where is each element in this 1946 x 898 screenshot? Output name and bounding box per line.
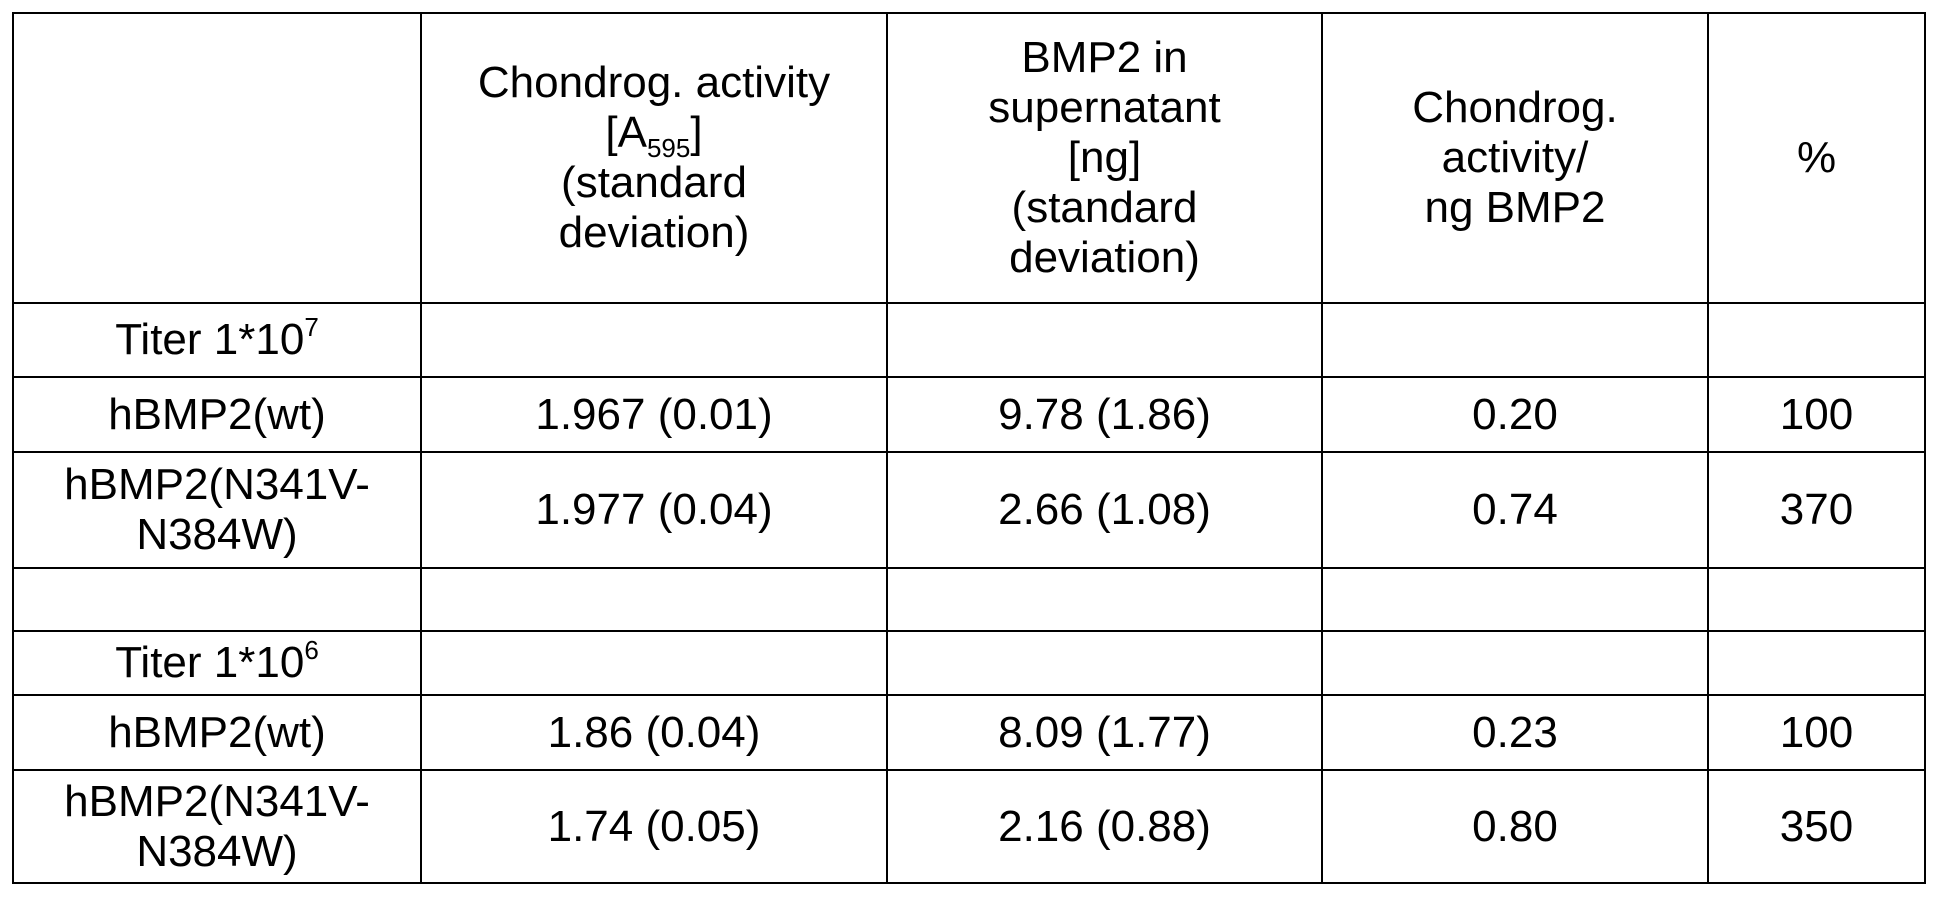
header-chondrog-activity-unit-prefix: [A bbox=[605, 108, 647, 157]
ratio-cell: 0.23 bbox=[1322, 695, 1708, 770]
bmp2-cell: 2.16 (0.88) bbox=[887, 770, 1322, 883]
header-chondrog-activity-line1: Chondrog. activity bbox=[478, 58, 830, 107]
table-row: hBMP2(wt) 1.967 (0.01) 9.78 (1.86) 0.20 … bbox=[13, 377, 1925, 452]
empty-cell bbox=[887, 631, 1322, 695]
empty-cell bbox=[1322, 568, 1708, 631]
results-table: Chondrog. activity [A595] (standard devi… bbox=[12, 12, 1926, 884]
spacer-row bbox=[13, 568, 1925, 631]
percent-cell: 100 bbox=[1708, 377, 1925, 452]
table-row: hBMP2(wt) 1.86 (0.04) 8.09 (1.77) 0.23 1… bbox=[13, 695, 1925, 770]
percent-cell: 370 bbox=[1708, 452, 1925, 568]
header-bmp2-supernatant: BMP2 in supernatant [ng] (standard devia… bbox=[887, 13, 1322, 303]
titer-label-text: Titer 1*10 bbox=[115, 315, 304, 364]
header-chondrog-activity-unit-suffix: ] bbox=[690, 108, 702, 157]
titer-label: Titer 1*107 bbox=[13, 303, 421, 377]
header-empty-cell bbox=[13, 13, 421, 303]
percent-cell: 100 bbox=[1708, 695, 1925, 770]
empty-cell bbox=[887, 303, 1322, 377]
header-percent: % bbox=[1708, 13, 1925, 303]
table-row: hBMP2(N341V- N384W) 1.977 (0.04) 2.66 (1… bbox=[13, 452, 1925, 568]
header-chondrog-activity-line3: (standard bbox=[561, 158, 747, 207]
empty-cell bbox=[887, 568, 1322, 631]
row-label: hBMP2(N341V- N384W) bbox=[13, 770, 421, 883]
percent-cell: 350 bbox=[1708, 770, 1925, 883]
titer-exponent: 7 bbox=[304, 312, 318, 342]
empty-cell bbox=[421, 631, 887, 695]
empty-cell bbox=[1322, 631, 1708, 695]
bmp2-cell: 2.66 (1.08) bbox=[887, 452, 1322, 568]
activity-cell: 1.86 (0.04) bbox=[421, 695, 887, 770]
empty-cell bbox=[421, 568, 887, 631]
header-row: Chondrog. activity [A595] (standard devi… bbox=[13, 13, 1925, 303]
row-label: hBMP2(N341V- N384W) bbox=[13, 452, 421, 568]
bmp2-cell: 9.78 (1.86) bbox=[887, 377, 1322, 452]
empty-cell bbox=[1708, 568, 1925, 631]
ratio-cell: 0.74 bbox=[1322, 452, 1708, 568]
activity-cell: 1.74 (0.05) bbox=[421, 770, 887, 883]
header-chondrog-activity-line4: deviation) bbox=[559, 208, 750, 257]
empty-cell bbox=[1708, 303, 1925, 377]
empty-cell bbox=[421, 303, 887, 377]
table-row: hBMP2(N341V- N384W) 1.74 (0.05) 2.16 (0.… bbox=[13, 770, 1925, 883]
titer-exponent: 6 bbox=[304, 635, 318, 665]
titer-label-text: Titer 1*10 bbox=[115, 638, 304, 687]
activity-cell: 1.967 (0.01) bbox=[421, 377, 887, 452]
ratio-cell: 0.20 bbox=[1322, 377, 1708, 452]
empty-cell bbox=[13, 568, 421, 631]
row-label: hBMP2(wt) bbox=[13, 377, 421, 452]
ratio-cell: 0.80 bbox=[1322, 770, 1708, 883]
header-activity-per-ng: Chondrog. activity/ ng BMP2 bbox=[1322, 13, 1708, 303]
titer-row: Titer 1*107 bbox=[13, 303, 1925, 377]
titer-label: Titer 1*106 bbox=[13, 631, 421, 695]
bmp2-cell: 8.09 (1.77) bbox=[887, 695, 1322, 770]
titer-row: Titer 1*106 bbox=[13, 631, 1925, 695]
empty-cell bbox=[1322, 303, 1708, 377]
header-chondrog-activity: Chondrog. activity [A595] (standard devi… bbox=[421, 13, 887, 303]
activity-cell: 1.977 (0.04) bbox=[421, 452, 887, 568]
row-label: hBMP2(wt) bbox=[13, 695, 421, 770]
empty-cell bbox=[1708, 631, 1925, 695]
